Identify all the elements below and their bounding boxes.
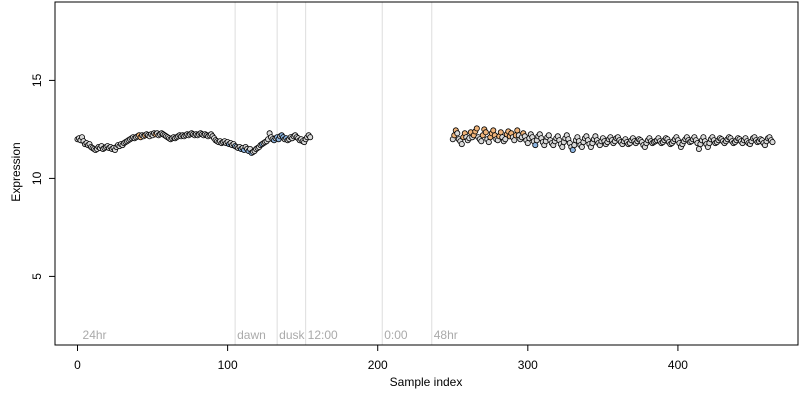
data-point-183: [490, 127, 497, 134]
data-point-159: [454, 130, 461, 137]
plot-frame: [54, 1, 799, 346]
data-point-178: [482, 129, 489, 136]
phase-label-4: 48hr: [434, 328, 458, 342]
y-tick-label-2: 15: [30, 73, 44, 87]
data-point-199: [514, 127, 521, 134]
data-point-180: [485, 139, 492, 146]
data-point-211: [532, 142, 539, 149]
phase-label-3: 0:00: [384, 328, 408, 342]
data-point-237: [571, 142, 578, 149]
x-tick-label-1: 100: [218, 358, 238, 372]
y-axis: 5 10 15: [30, 73, 56, 280]
data-point-197: [511, 137, 518, 144]
data-point-175: [478, 138, 485, 145]
data-point-162: [458, 141, 465, 148]
data-point-220: [545, 132, 552, 139]
y-tick-label-0: 5: [30, 273, 44, 280]
phase-annotations: dawn dusk 12:00 0:00 48hr 24hr: [83, 328, 458, 342]
y-tick-label-1: 10: [30, 171, 44, 185]
data-point-320: [695, 145, 702, 152]
phase-lines: [234, 2, 433, 345]
x-tick-label-4: 400: [668, 358, 688, 372]
x-tick-label-3: 300: [518, 358, 538, 372]
data-point-369: [769, 139, 776, 146]
data-point-242: [578, 143, 585, 150]
annotation-label-0: 24hr: [83, 328, 107, 342]
x-tick-label-2: 200: [368, 358, 388, 372]
data-point-155: [307, 134, 314, 141]
phase-label-2: 12:00: [308, 328, 338, 342]
y-axis-title: Expression: [9, 142, 23, 201]
data-point-172: [473, 125, 480, 132]
phase-label-0: dawn: [237, 328, 266, 342]
phase-label-1: dusk: [279, 328, 305, 342]
data-point-236: [569, 146, 576, 153]
data-point-206: [524, 140, 531, 147]
data-point-188: [497, 129, 504, 136]
x-axis-title: Sample index: [390, 375, 463, 389]
data-points: [74, 125, 776, 156]
x-axis: 0 100 200 300 400: [74, 344, 688, 372]
x-tick-label-0: 0: [74, 358, 81, 372]
data-point-229: [559, 143, 566, 150]
